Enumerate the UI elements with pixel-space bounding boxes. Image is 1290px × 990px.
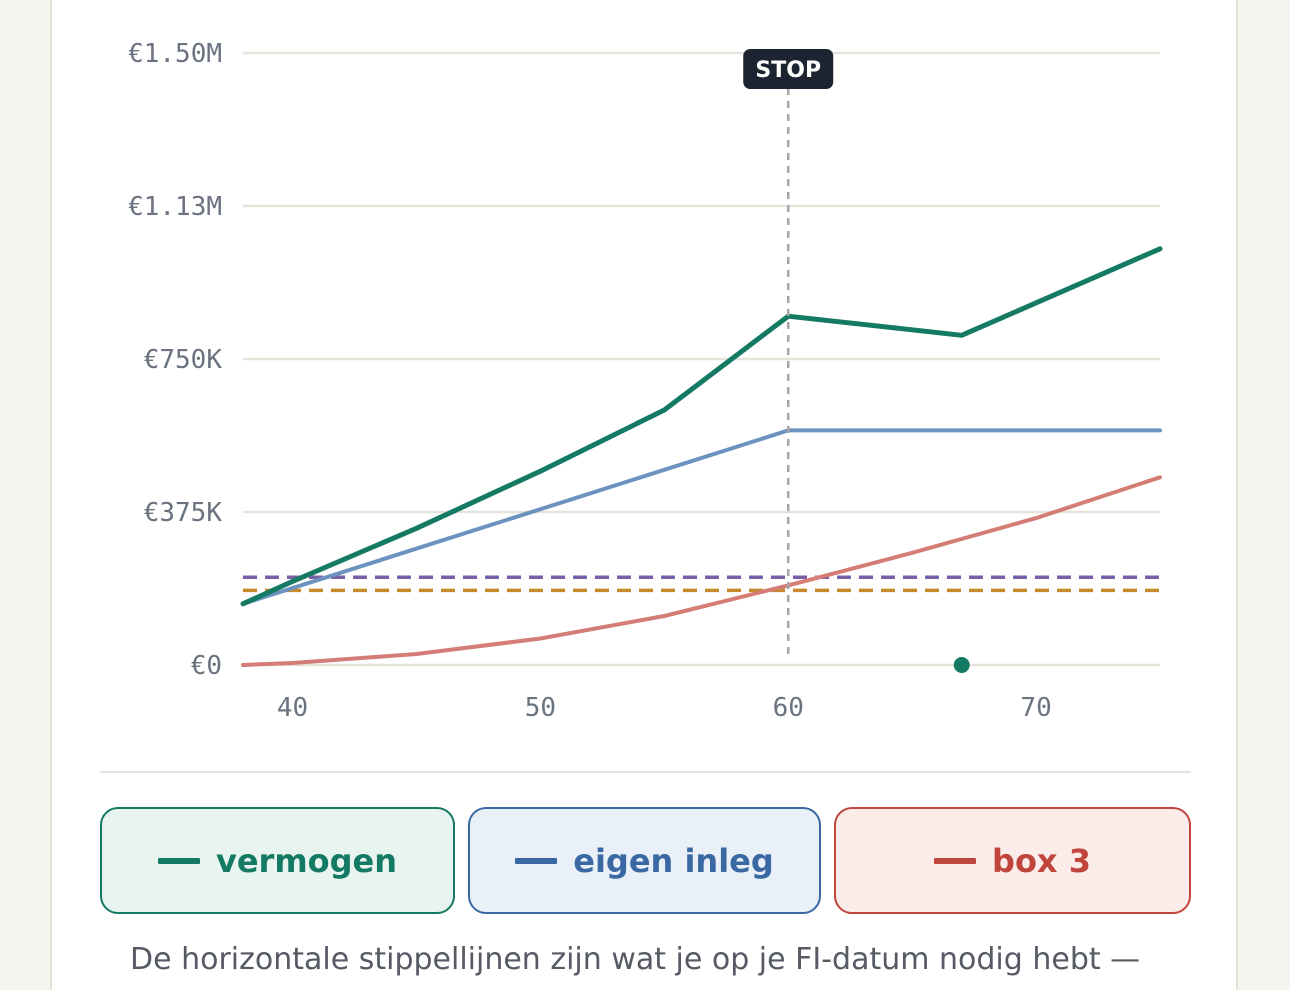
x-tick-label: 70 <box>1020 693 1051 723</box>
legend-label-box3: box 3 <box>992 841 1091 880</box>
box3-swatch <box>934 857 977 864</box>
x-tick-label: 50 <box>525 693 556 723</box>
y-tick-label: €750K <box>144 345 223 375</box>
legend-toggle-eigen-inleg[interactable]: eigen inleg <box>468 807 821 914</box>
legend-toggle-box3[interactable]: box 3 <box>834 807 1191 914</box>
wealth-line-chart: €0 €375K €750K €1.13M €1.50M 40 50 60 70 STOP <box>128 39 1163 723</box>
legend-label-eigen-inleg: eigen inleg <box>573 841 774 880</box>
legend-label-vermogen: vermogen <box>215 841 398 880</box>
series-line-box-3 <box>241 475 1162 667</box>
y-tick-label: €375K <box>144 498 223 528</box>
y-axis-ticks: €0 €375K €750K €1.13M €1.50M <box>128 39 222 681</box>
x-axis-ticks: 40 50 60 70 <box>277 693 1052 723</box>
fi-date-dot <box>953 657 970 673</box>
stop-label: STOP <box>755 58 821 83</box>
reference-lines <box>243 575 1160 593</box>
x-tick-label: 60 <box>773 693 804 723</box>
x-tick-label: 40 <box>277 693 308 723</box>
stop-marker: STOP <box>743 49 834 659</box>
y-tick-label: €1.13M <box>128 192 222 222</box>
grid-lines <box>243 51 1160 667</box>
legend-divider <box>100 771 1191 773</box>
vermogen-swatch <box>157 857 200 864</box>
eigen-inleg-swatch <box>515 857 558 864</box>
y-tick-label: €1.50M <box>128 39 222 69</box>
series-lines <box>240 246 1163 667</box>
stop-badge <box>743 49 834 89</box>
footnote-text: De horizontale stippellijnen zijn wat je… <box>130 942 1141 977</box>
series-line-vermogen <box>240 246 1163 607</box>
y-tick-label: €0 <box>191 651 222 681</box>
point-markers <box>953 657 970 673</box>
legend-toggle-vermogen[interactable]: vermogen <box>100 807 455 914</box>
